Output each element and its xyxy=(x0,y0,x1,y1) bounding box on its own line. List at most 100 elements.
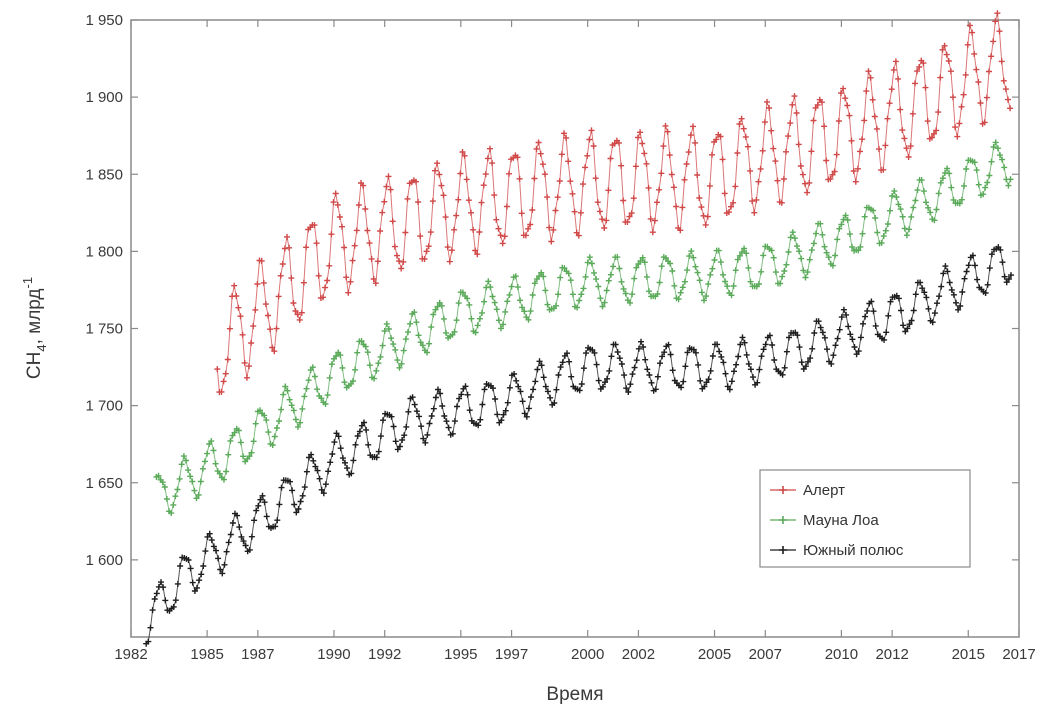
data-point xyxy=(160,584,167,591)
data-point xyxy=(506,291,513,298)
data-point xyxy=(658,263,665,270)
data-point xyxy=(938,283,945,290)
data-point xyxy=(892,58,899,65)
data-point xyxy=(724,383,731,390)
data-point xyxy=(946,170,953,177)
data-point xyxy=(802,363,809,370)
data-point xyxy=(514,154,521,161)
data-point xyxy=(189,579,196,586)
data-point xyxy=(838,90,844,97)
data-point xyxy=(906,226,913,233)
data-point xyxy=(252,420,259,427)
data-point xyxy=(564,350,570,357)
data-point xyxy=(701,297,707,304)
data-point xyxy=(943,51,950,58)
data-point xyxy=(977,100,984,106)
data-point xyxy=(821,243,828,250)
data-point xyxy=(709,151,715,158)
data-point xyxy=(635,134,641,141)
data-point xyxy=(639,254,646,261)
data-point xyxy=(744,143,751,150)
data-point xyxy=(923,199,929,206)
data-point xyxy=(624,219,631,225)
data-point xyxy=(254,281,261,287)
data-point xyxy=(561,265,568,272)
data-point xyxy=(586,254,593,261)
data-point xyxy=(635,261,642,267)
data-point xyxy=(836,326,843,333)
data-point xyxy=(679,204,686,211)
data-point xyxy=(709,353,716,359)
data-point xyxy=(491,299,498,306)
data-point xyxy=(783,261,790,268)
data-point xyxy=(311,373,318,380)
data-point xyxy=(273,325,280,332)
data-point xyxy=(747,366,754,373)
data-point xyxy=(734,256,741,263)
data-point xyxy=(464,391,471,398)
data-point xyxy=(603,217,610,224)
data-point xyxy=(675,296,682,303)
data-point xyxy=(396,364,403,371)
data-point xyxy=(555,291,562,298)
data-point xyxy=(618,162,625,169)
data-point xyxy=(899,213,906,220)
data-point xyxy=(498,417,505,424)
data-point xyxy=(724,283,731,290)
data-point xyxy=(479,401,486,408)
data-point xyxy=(901,225,908,232)
data-point xyxy=(737,341,744,348)
y-axis-title-main: CH xyxy=(24,352,45,379)
data-point xyxy=(607,271,614,278)
data-point xyxy=(506,384,513,391)
data-point xyxy=(797,163,804,169)
data-point xyxy=(512,273,519,280)
data-point xyxy=(747,278,754,285)
data-point xyxy=(706,182,713,189)
data-point xyxy=(604,375,611,382)
data-point xyxy=(844,217,851,223)
data-point xyxy=(895,201,902,208)
data-point xyxy=(563,134,570,141)
data-point xyxy=(502,407,509,414)
data-point xyxy=(246,363,252,370)
data-point xyxy=(705,376,712,383)
data-point xyxy=(595,283,602,290)
data-point xyxy=(702,221,709,228)
data-point xyxy=(946,279,953,286)
data-point xyxy=(297,419,304,426)
legend-marker-alert xyxy=(779,486,787,494)
data-point xyxy=(444,244,451,251)
data-point xyxy=(498,325,504,332)
data-point xyxy=(939,46,946,53)
data-point xyxy=(645,184,652,191)
data-point xyxy=(539,161,546,168)
data-point xyxy=(588,260,595,267)
y-axis-title-superscript: -1 xyxy=(20,277,35,289)
data-point xyxy=(379,209,386,216)
data-point xyxy=(571,208,578,215)
data-point xyxy=(381,198,388,205)
data-point xyxy=(303,244,310,251)
data-point xyxy=(420,435,427,442)
data-point xyxy=(353,227,360,234)
data-point xyxy=(732,183,739,190)
data-point xyxy=(298,309,305,316)
data-point xyxy=(880,233,887,240)
data-point xyxy=(233,293,240,299)
data-point xyxy=(963,268,970,275)
data-point xyxy=(829,262,836,269)
data-point xyxy=(362,206,369,212)
data-point xyxy=(599,216,606,223)
legend-marker-mauna-loa xyxy=(779,516,787,524)
series-2 xyxy=(143,244,1014,647)
data-point xyxy=(842,95,849,102)
data-point xyxy=(692,263,699,270)
data-point xyxy=(575,232,582,239)
data-point xyxy=(219,570,226,577)
data-point xyxy=(669,367,676,374)
data-point xyxy=(185,557,192,563)
data-point xyxy=(735,353,742,360)
data-point xyxy=(320,490,327,497)
data-point xyxy=(815,318,822,325)
